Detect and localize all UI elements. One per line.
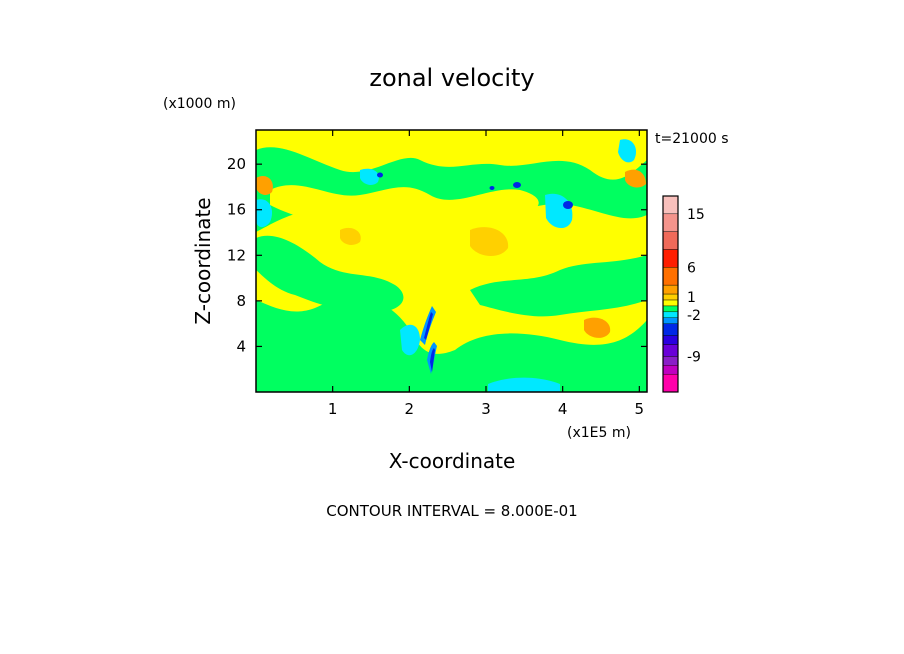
- chart-title: zonal velocity: [369, 64, 534, 92]
- region-mid-green-left: [256, 235, 404, 313]
- x-tick-label: 5: [635, 400, 645, 418]
- region-cyan-4: [488, 377, 560, 392]
- y-tick-label: 8: [236, 292, 246, 310]
- region-cyan-1: [400, 324, 420, 356]
- contour-interval: CONTOUR INTERVAL = 8.000E-01: [326, 502, 577, 520]
- colorbar-cell: [662, 317, 679, 324]
- plot-frame: [255, 129, 648, 393]
- region-orange-3: [625, 169, 646, 188]
- colorbar-cell: [662, 249, 679, 268]
- region-yellow-band: [270, 185, 539, 223]
- x-unit-label: (x1E5 m): [567, 425, 631, 441]
- region-light-orange-2: [340, 227, 361, 245]
- region-orange-2: [584, 317, 611, 338]
- colorbar-frame: [662, 195, 679, 393]
- colorbar-cell: [662, 293, 679, 301]
- colorbar-tick-label: 15: [687, 207, 705, 223]
- region-cyan-5: [360, 168, 379, 185]
- region-dark-blue-spot-2: [513, 182, 521, 188]
- x-tick-label: 3: [481, 400, 491, 418]
- region-dark-blue-streak-upper: [424, 312, 433, 340]
- colorbar-cell: [662, 213, 679, 232]
- colorbar-cell: [662, 311, 679, 318]
- y-unit-label: (x1000 m): [163, 96, 236, 112]
- colorbar-cell: [662, 356, 679, 366]
- colorbar-cell: [662, 267, 679, 286]
- colorbar-tick-label: -9: [687, 349, 701, 365]
- colorbar-tick-label: -2: [687, 308, 701, 324]
- region-orange-1: [256, 175, 273, 195]
- y-axis-label: Z-coordinate: [191, 197, 215, 324]
- colorbar-cell: [662, 323, 679, 336]
- colorbar-cell: [662, 305, 679, 313]
- x-tick-label: 4: [558, 400, 568, 418]
- velocity-field: [256, 139, 647, 392]
- region-mid-green-right: [470, 255, 647, 317]
- region-low-green: [256, 296, 647, 392]
- region-dark-blue-streak-lower: [430, 348, 435, 372]
- region-cyan-3: [256, 199, 273, 228]
- colorbar-cell: [662, 284, 679, 295]
- y-axis-ticks: 4 8 12 16 20: [227, 155, 647, 355]
- y-tick-label: 12: [227, 246, 246, 264]
- colorbar-tick-label: 1: [687, 290, 696, 306]
- colorbar-cell: [662, 195, 679, 215]
- x-axis-ticks: 1 2 3 4 5: [328, 130, 644, 418]
- x-axis-label: X-coordinate: [389, 449, 516, 473]
- y-tick-label: 4: [236, 337, 246, 355]
- colorbar-cell: [662, 335, 679, 345]
- region-dark-blue-spot-3: [377, 172, 383, 178]
- colorbar-cell: [662, 299, 679, 307]
- y-tick-label: 20: [227, 155, 246, 173]
- colorbar-tick-label: 6: [687, 260, 696, 276]
- colorbar-cell: [662, 373, 679, 393]
- colorbar: 15 6 1 -2 -9: [662, 195, 705, 393]
- colorbar-cell: [662, 344, 679, 357]
- x-tick-label: 1: [328, 400, 338, 418]
- region-light-orange-1: [470, 227, 509, 257]
- y-tick-label: 16: [227, 201, 246, 219]
- region-dark-blue-spot-1: [563, 201, 573, 209]
- x-tick-label: 2: [405, 400, 415, 418]
- region-cyan-6: [618, 139, 637, 163]
- time-label: t=21000 s: [655, 131, 729, 147]
- region-dark-blue-spot-4: [489, 186, 495, 190]
- colorbar-labels: 15 6 1 -2 -9: [687, 207, 705, 366]
- colorbar-cells: [662, 195, 679, 393]
- colorbar-cell: [662, 231, 679, 250]
- colorbar-cell: [662, 365, 679, 375]
